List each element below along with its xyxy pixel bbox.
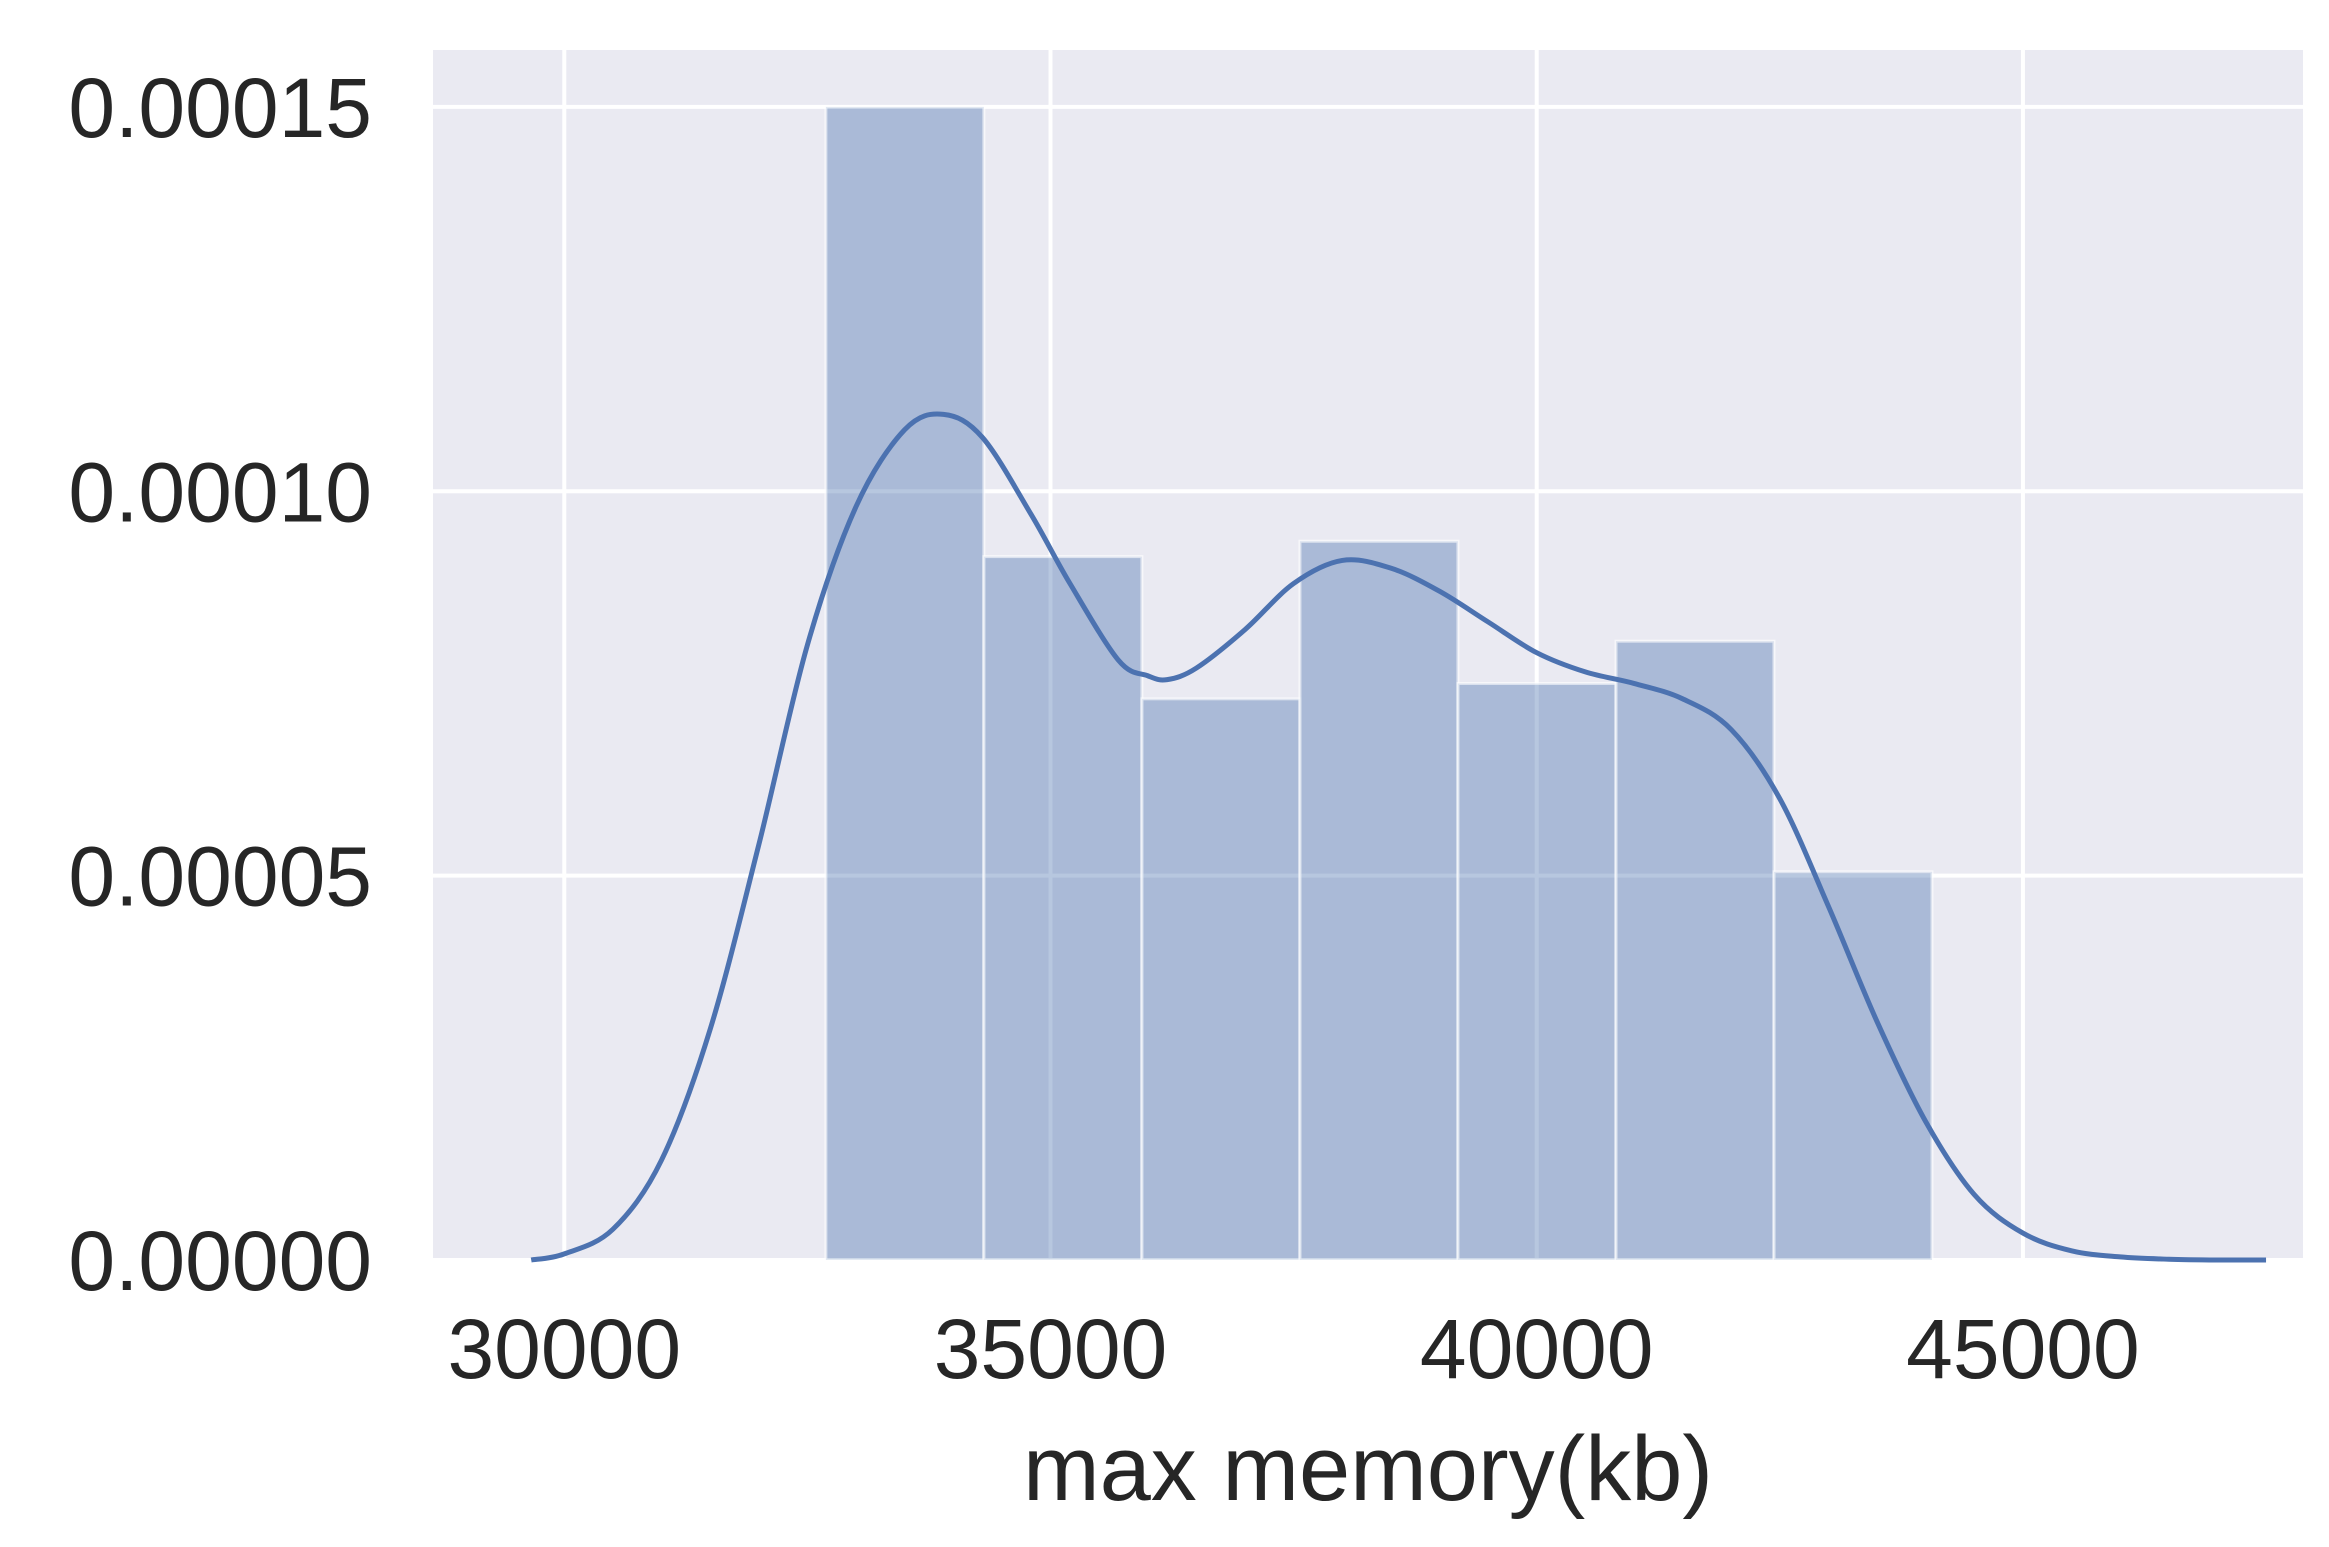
y-tick-label: 0.00010 bbox=[68, 445, 372, 539]
y-tick-label: 0.00005 bbox=[68, 830, 372, 924]
histogram-bar-7 bbox=[1772, 870, 1934, 1262]
x-axis-label: max memory(kb) bbox=[1023, 1418, 1713, 1520]
plot-background bbox=[433, 50, 2303, 1260]
y-axis-ticks: 0.00000 0.00005 0.00010 0.00015 bbox=[68, 61, 372, 1308]
x-tick-label: 40000 bbox=[1420, 1302, 1654, 1396]
histogram-bar-4 bbox=[1298, 539, 1460, 1262]
x-axis-ticks: 30000 35000 40000 45000 bbox=[447, 1302, 2139, 1396]
y-tick-label: 0.00000 bbox=[68, 1214, 372, 1308]
histogram-bars bbox=[824, 105, 1934, 1262]
histogram-bar-5 bbox=[1456, 681, 1618, 1262]
kde-line bbox=[530, 411, 2267, 1263]
x-tick-label: 30000 bbox=[447, 1302, 681, 1396]
x-tick-label: 45000 bbox=[1906, 1302, 2140, 1396]
kde-curve bbox=[530, 411, 2267, 1263]
x-tick-label: 35000 bbox=[934, 1302, 1168, 1396]
histogram-bar-6 bbox=[1614, 639, 1776, 1262]
histogram-bar-1 bbox=[824, 105, 986, 1262]
histogram-bar-3 bbox=[1140, 697, 1302, 1262]
y-tick-label: 0.00015 bbox=[68, 61, 372, 155]
histogram-bar-2 bbox=[982, 555, 1144, 1262]
